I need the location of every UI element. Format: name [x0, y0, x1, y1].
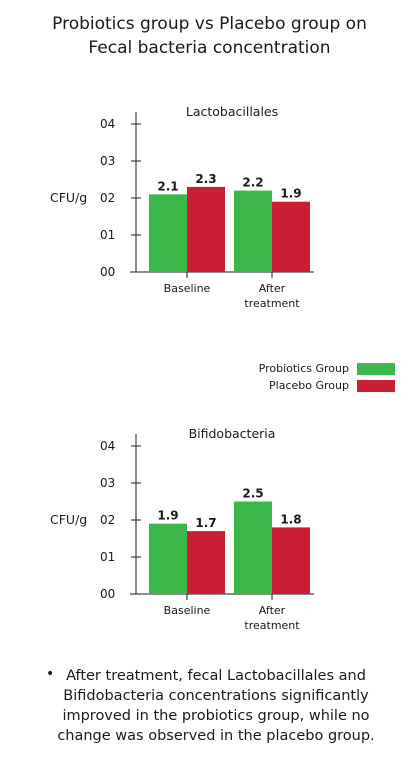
y-tick-label: 03: [100, 476, 115, 490]
legend-swatch-placebo: [357, 379, 395, 392]
legend: Probiotics Group Placebo Group: [259, 360, 395, 394]
data-label: 1.8: [280, 512, 301, 526]
legend-swatch-probiotics: [357, 362, 395, 375]
x-tick-label: After: [259, 282, 286, 295]
x-tick-label: After: [259, 604, 286, 617]
bar-placebo: [272, 527, 310, 594]
title-line-2: Fecal bacteria concentration: [88, 38, 331, 58]
legend-item-probiotics: Probiotics Group: [259, 360, 395, 377]
y-tick-label: 01: [100, 550, 115, 564]
data-label: 2.1: [157, 179, 178, 193]
bar-probiotics: [234, 501, 272, 594]
data-label: 2.5: [242, 487, 263, 501]
y-tick-label: 03: [100, 154, 115, 168]
y-tick-label: 04: [100, 117, 115, 131]
x-tick-label: Baseline: [164, 604, 211, 617]
y-tick-label: 01: [100, 228, 115, 242]
y-tick-label: 02: [100, 513, 115, 527]
y-axis-label: CFU/g: [50, 512, 87, 527]
y-tick-label: 02: [100, 191, 115, 205]
bar-probiotics: [149, 523, 187, 594]
bar-probiotics: [234, 190, 272, 272]
y-tick-label: 04: [100, 439, 115, 453]
bar-probiotics: [149, 194, 187, 272]
data-label: 1.9: [280, 187, 301, 201]
x-tick-label: Baseline: [164, 282, 211, 295]
bar-placebo: [187, 186, 225, 272]
data-label: 1.7: [195, 516, 216, 530]
bar-placebo: [187, 531, 225, 594]
chart-title: Lactobacillales: [186, 104, 278, 119]
summary-note: After treatment, fecal Lactobacillales a…: [57, 668, 375, 744]
lactobacillales-chart: Lactobacillales 00 01 02 03 04 CFU/g 2.1 2.3 Base…: [50, 104, 314, 310]
y-tick-label: 00: [100, 265, 115, 279]
data-label: 2.2: [242, 176, 263, 190]
title-line-1: Probiotics group vs Placebo group on: [52, 14, 367, 34]
page-title: Probiotics group vs Placebo group on Fec…: [0, 12, 419, 60]
legend-item-placebo: Placebo Group: [259, 377, 395, 394]
legend-label-probiotics: Probiotics Group: [258, 362, 349, 375]
bifidobacteria-chart: Bifidobacteria 00 01 02 03 04 CFU/g 1.9 1.7 Basel…: [50, 426, 314, 632]
y-axis-label: CFU/g: [50, 190, 87, 205]
data-label: 1.9: [157, 509, 178, 523]
chart-title: Bifidobacteria: [189, 426, 276, 441]
x-tick-label: treatment: [244, 619, 300, 632]
x-tick-label: treatment: [244, 297, 300, 310]
bar-placebo: [272, 201, 310, 272]
legend-label-placebo: Placebo Group: [269, 379, 349, 392]
y-tick-label: 00: [100, 587, 115, 601]
data-label: 2.3: [195, 172, 216, 186]
note-bullet: •: [46, 666, 55, 682]
